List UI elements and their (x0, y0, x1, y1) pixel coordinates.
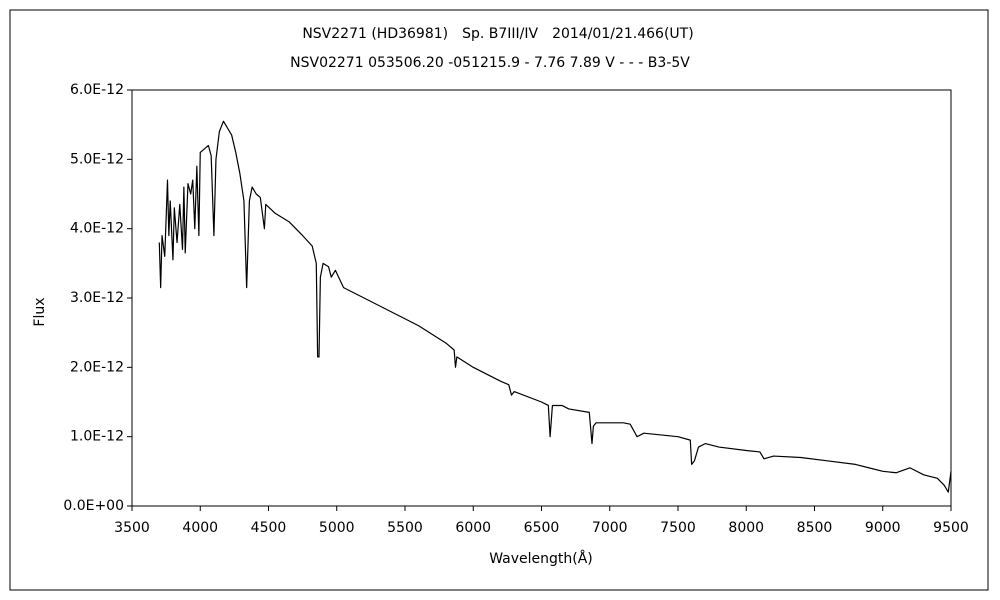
x-tick-label: 7000 (592, 520, 628, 536)
y-tick-label: 1.0E-12 (70, 429, 124, 445)
x-tick-label: 9500 (933, 520, 969, 536)
y-tick-label: 3.0E-12 (70, 290, 124, 306)
spectrum-line (158, 120, 952, 493)
x-tick-label: 3500 (114, 520, 150, 536)
x-tick-label: 4000 (182, 520, 218, 536)
x-tick-label: 4500 (251, 520, 287, 536)
x-tick-label: 5500 (387, 520, 423, 536)
x-tick-label: 9000 (865, 520, 901, 536)
x-tick-label: 7500 (660, 520, 696, 536)
x-tick-label: 8500 (797, 520, 833, 536)
y-tick-label: 6.0E-12 (70, 82, 124, 98)
chart-border (9, 9, 989, 591)
y-tick-label: 4.0E-12 (70, 221, 124, 237)
x-tick-label: 6500 (524, 520, 560, 536)
x-axis-label: Wavelength(Å) (489, 550, 593, 567)
y-tick-label: 5.0E-12 (70, 151, 124, 167)
x-tick-label: 5000 (319, 520, 355, 536)
chart-subtitle: NSV02271 053506.20 -051215.9 - 7.76 7.89… (290, 55, 690, 71)
chart-title: NSV2271 (HD36981) Sp. B7III/IV 2014/01/2… (302, 26, 693, 42)
x-tick-label: 8000 (728, 520, 764, 536)
y-tick-label: 0.0E+00 (63, 498, 124, 514)
y-axis-label: Flux (32, 297, 48, 326)
x-tick-label: 6000 (455, 520, 491, 536)
y-tick-label: 2.0E-12 (70, 359, 124, 375)
